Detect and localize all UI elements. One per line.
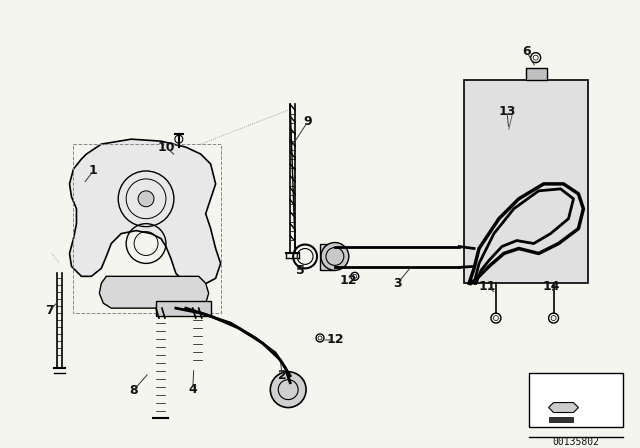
Text: 2: 2 — [278, 369, 287, 382]
Polygon shape — [99, 276, 209, 308]
Text: 7: 7 — [45, 304, 54, 317]
Text: 1: 1 — [89, 164, 98, 177]
Text: 4: 4 — [188, 383, 197, 396]
Polygon shape — [548, 403, 579, 413]
Polygon shape — [464, 79, 588, 283]
FancyBboxPatch shape — [156, 301, 211, 316]
Text: 11: 11 — [478, 280, 496, 293]
Polygon shape — [525, 68, 547, 79]
FancyBboxPatch shape — [529, 373, 623, 427]
Text: 6: 6 — [522, 45, 531, 58]
Text: 8: 8 — [129, 384, 138, 397]
Text: 00135802: 00135802 — [552, 437, 599, 448]
Polygon shape — [320, 244, 335, 270]
Circle shape — [138, 191, 154, 207]
Polygon shape — [548, 418, 573, 422]
Polygon shape — [70, 139, 221, 286]
Text: 14: 14 — [543, 280, 561, 293]
Text: 3: 3 — [393, 277, 402, 290]
Text: 5: 5 — [296, 264, 305, 277]
Text: 9: 9 — [304, 115, 312, 128]
Circle shape — [270, 372, 306, 408]
Text: 12: 12 — [326, 333, 344, 346]
Text: 12: 12 — [339, 274, 356, 287]
Text: 13: 13 — [498, 105, 516, 118]
Circle shape — [321, 242, 349, 270]
Text: 10: 10 — [157, 141, 175, 154]
